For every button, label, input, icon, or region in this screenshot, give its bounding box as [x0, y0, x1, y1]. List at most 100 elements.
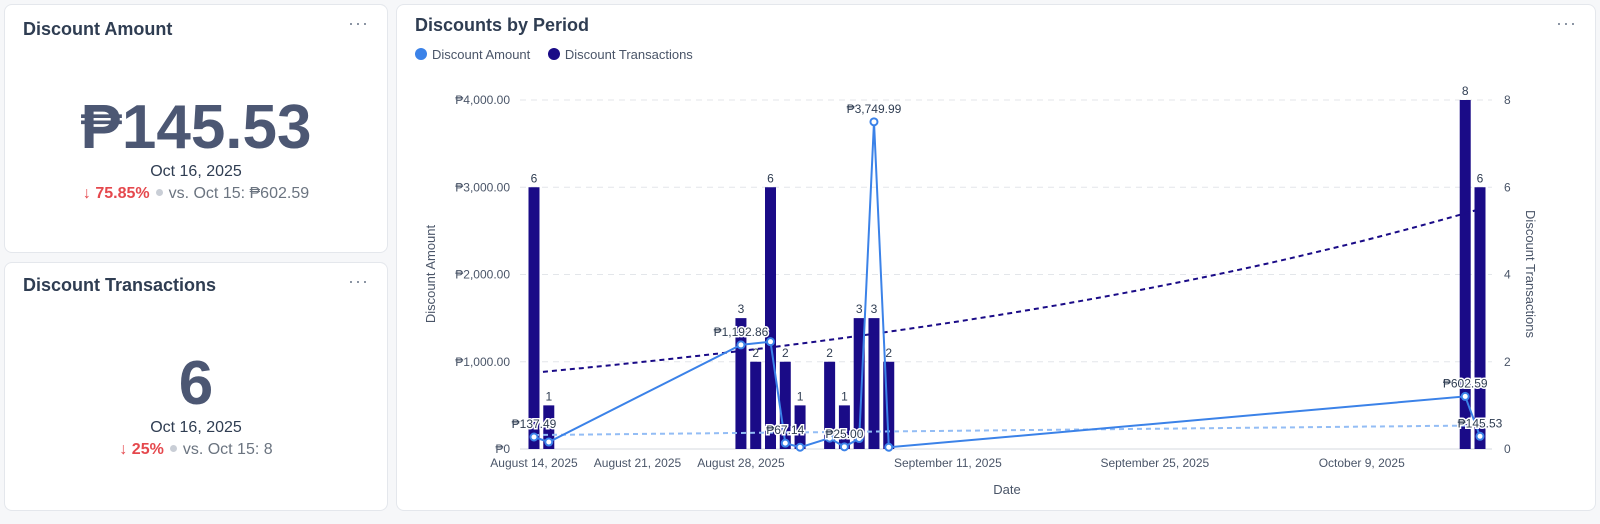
legend-item-amount[interactable]: Discount Amount — [415, 47, 530, 62]
kpi-date: Oct 16, 2025 — [150, 419, 242, 436]
bar — [750, 361, 762, 449]
line-point — [544, 437, 554, 447]
line-value-label: ₱602.59 — [1443, 376, 1488, 390]
y-tick-label: ₱4,000.00 — [455, 93, 510, 107]
chart-legend: Discount Amount Discount Transactions — [415, 47, 707, 62]
discount-amount-card: Discount Amount ··· ₱145.53 Oct 16, 2025… — [4, 4, 388, 253]
bar — [543, 405, 555, 449]
more-options-icon[interactable]: ··· — [348, 271, 369, 291]
bar-value-label: 6 — [767, 171, 774, 185]
y2-tick-label: 2 — [1504, 355, 1511, 369]
bar — [765, 187, 776, 449]
bar — [528, 187, 540, 449]
chart-title: Discounts by Period — [415, 15, 590, 35]
y-tick-label: ₱2,000.00 — [455, 268, 510, 282]
y-tick-label: ₱3,000.00 — [455, 180, 510, 194]
change-percent: 25% — [131, 441, 164, 458]
y-axis-left: ₱0 ₱1,000.00 ₱2,000.00 ₱3,000.00 ₱4,000.00 — [455, 93, 510, 456]
line-point — [1475, 431, 1485, 441]
change-percent: 75.85% — [95, 185, 150, 202]
bar — [868, 318, 880, 449]
comparison-text: vs. Oct 15: 8 — [182, 441, 273, 458]
x-axis-title: Date — [993, 482, 1020, 497]
kpi-value: 6 — [178, 349, 214, 418]
y-tick-label: ₱1,000.00 — [455, 355, 510, 369]
line-point — [825, 433, 835, 443]
line-point — [780, 438, 790, 448]
card-title: Discount Transactions — [23, 275, 217, 295]
arrow-down-icon: ↓ — [119, 441, 128, 458]
grid-lines — [520, 99, 1492, 450]
bar-value-label: 2 — [826, 346, 833, 360]
bar-value-label: 6 — [1477, 171, 1484, 185]
discounts-by-period-card: Discounts by Period ··· Discount Amount … — [396, 4, 1596, 511]
bar-series — [528, 100, 1486, 449]
amount-line — [533, 121, 1481, 449]
bar-value-label: 1 — [841, 389, 848, 403]
line-value-label: ₱145.53 — [1458, 416, 1503, 430]
x-tick-label: September 11, 2025 — [894, 456, 1002, 470]
more-options-icon[interactable]: ··· — [348, 13, 369, 33]
x-axis: August 14, 2025 August 21, 2025 August 28,… — [490, 456, 1405, 470]
line-value-label: ₱1,192.86 — [714, 325, 769, 339]
bar — [838, 405, 850, 449]
legend-item-transactions[interactable]: Discount Transactions — [547, 47, 693, 62]
separator-dot — [155, 189, 163, 196]
y-axis-right: 0 2 4 6 8 — [1504, 93, 1511, 456]
y2-tick-label: 8 — [1504, 93, 1511, 107]
line-point — [736, 340, 746, 350]
bar — [779, 361, 791, 449]
line-value-label: ₱3,749.99 — [847, 102, 902, 116]
bar-value-label: 3 — [856, 302, 863, 316]
line-point — [766, 337, 775, 347]
legend-swatch — [415, 48, 427, 60]
card-title: Discount Amount — [23, 19, 173, 39]
y-tick-label: ₱0 — [495, 442, 510, 456]
x-tick-label: August 14, 2025 — [490, 456, 578, 470]
legend-swatch — [547, 48, 560, 60]
line-value-label: ₱137.49 — [512, 417, 557, 431]
line-series — [529, 117, 1485, 452]
line-point — [1460, 391, 1470, 401]
discount-transactions-card: Discount Transactions ··· 6 Oct 16, 2025… — [4, 262, 388, 511]
y2-tick-label: 0 — [1504, 442, 1511, 456]
y2-tick-label: 4 — [1504, 268, 1511, 282]
bar — [794, 405, 806, 449]
arrow-down-icon: ↓ — [82, 185, 91, 202]
x-tick-label: August 21, 2025 — [594, 456, 682, 470]
more-options-icon[interactable]: ··· — [1556, 13, 1577, 33]
bar-value-label: 6 — [531, 171, 538, 185]
bar-value-label: 1 — [797, 389, 804, 403]
line-value-label: ₱67.14 — [766, 423, 804, 437]
separator-dot — [169, 445, 177, 452]
line-point — [529, 432, 539, 442]
bar-value-label: 2 — [752, 346, 759, 360]
y2-axis-title: Discount Transactions — [1523, 210, 1538, 338]
trendline — [533, 208, 1481, 374]
bar — [883, 361, 895, 449]
x-tick-label: September 25, 2025 — [1100, 456, 1209, 470]
bar — [853, 318, 865, 449]
bar — [1474, 187, 1486, 449]
bar — [1459, 100, 1471, 449]
line-point — [839, 442, 849, 452]
bar-value-label: 3 — [738, 302, 745, 316]
y-axis-title: Discount Amount — [423, 224, 438, 323]
bar-value-label: 2 — [885, 346, 892, 360]
x-tick-label: October 9, 2025 — [1319, 456, 1405, 470]
kpi-comparison: ↓ 25% vs. Oct 15: 8 — [5, 441, 387, 459]
line-value-label: ₱25.00 — [825, 427, 863, 441]
line-point — [854, 434, 864, 444]
line-point — [884, 442, 894, 452]
trendline — [533, 424, 1481, 436]
line-point — [795, 442, 805, 452]
bar-value-label: 8 — [1462, 84, 1469, 98]
legend-label: Discount Transactions — [564, 47, 693, 62]
y2-tick-label: 6 — [1504, 180, 1511, 194]
kpi-comparison: ↓ 75.85% vs. Oct 15: ₱602.59 — [5, 185, 387, 203]
bar — [735, 318, 747, 449]
bar — [824, 361, 836, 449]
comparison-text: vs. Oct 15: ₱602.59 — [168, 185, 310, 202]
